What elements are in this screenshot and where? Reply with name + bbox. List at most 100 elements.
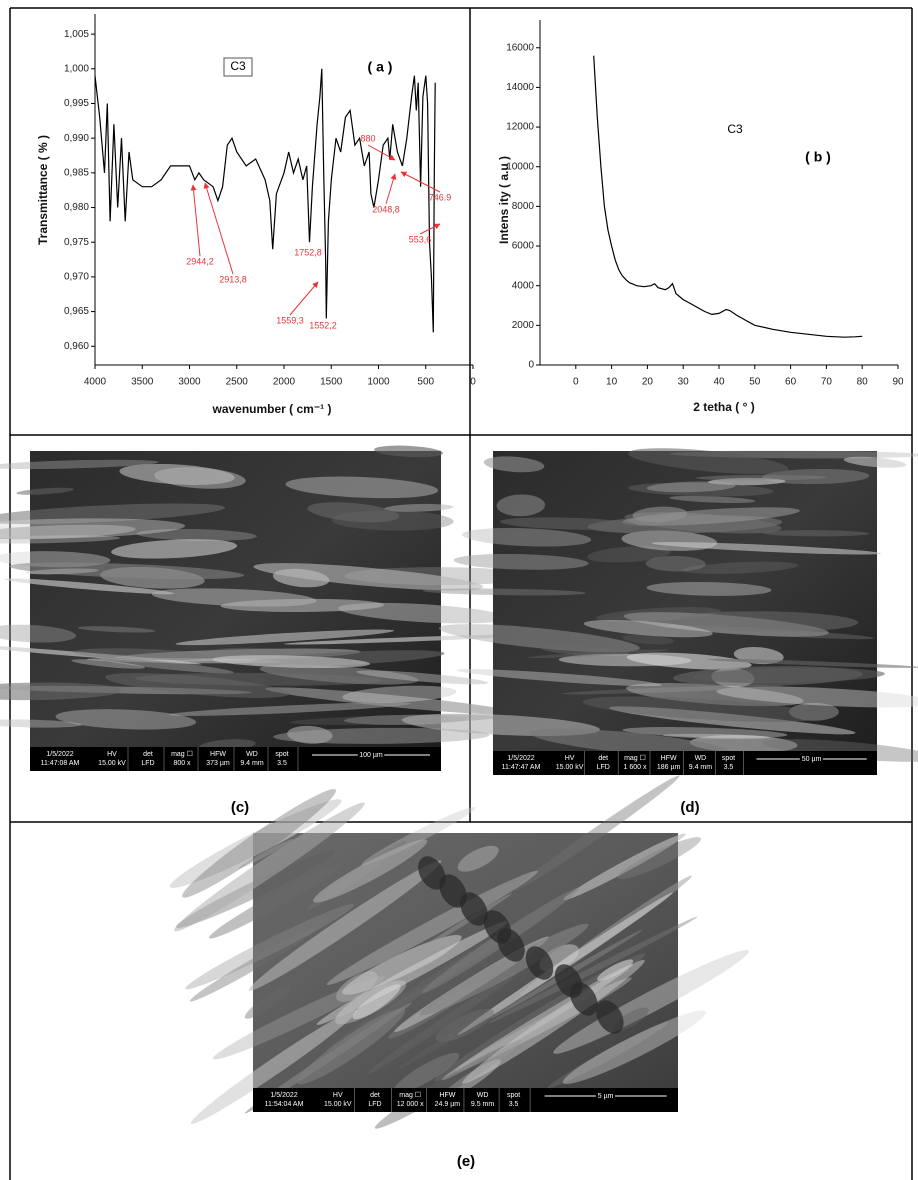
sem-texture: [645, 556, 706, 572]
sem-texture: [706, 658, 918, 668]
sem-texture: [696, 474, 827, 481]
info-time: 11:54:04 AM: [265, 1101, 304, 1108]
sem-texture: [646, 481, 736, 493]
y-tick-label: 10000: [506, 161, 534, 172]
y-tick-label: 0,970: [64, 272, 89, 283]
sem-texture: [622, 634, 675, 645]
sem-texture: [356, 670, 489, 685]
sem-texture: [169, 799, 342, 888]
y-tick-label: 16000: [506, 42, 534, 53]
x-tick-label: 1000: [367, 377, 390, 388]
x-tick-label: 70: [821, 377, 833, 388]
sem-texture: [313, 839, 428, 903]
info-value: 3.5: [509, 1101, 519, 1108]
x-axis-label: 2 tetha ( ° ): [693, 400, 754, 414]
info-value: 1 600 x: [624, 764, 647, 771]
chart-title: C3: [230, 59, 246, 73]
sem-image: 1/5/2022 11:54:04 AM HV 15.00 kV det LFD mag ☐…: [169, 775, 749, 1129]
x-tick-label: 1500: [320, 377, 343, 388]
sem-texture: [540, 645, 630, 657]
sem-texture: [0, 644, 202, 665]
sem-pore: [418, 856, 446, 890]
sem-texture: [716, 686, 918, 708]
sem-texture: [374, 445, 443, 458]
info-value: 373 µm: [206, 760, 230, 767]
annotation: 1552,2: [309, 320, 337, 330]
sem-texture: [185, 904, 354, 990]
sem-texture: [675, 611, 859, 632]
x-tick-label: 500: [417, 377, 434, 388]
sem-texture: [487, 916, 698, 1024]
sem-texture: [632, 506, 688, 523]
sem-texture: [406, 947, 450, 971]
sem-texture: [462, 959, 645, 1084]
y-axis-label: Intens ity ( a.u ): [497, 156, 511, 244]
sem-texture: [287, 725, 333, 744]
sem-texture: [597, 959, 634, 981]
annotation-arrow: [385, 173, 397, 205]
info-label: HFW: [439, 1092, 455, 1099]
x-tick-label: 3500: [131, 377, 154, 388]
sem-texture: [457, 892, 673, 1035]
info-label: spot: [507, 1092, 520, 1099]
sem-texture: [71, 659, 146, 669]
frame: [9, 7, 913, 1180]
annotation-arrow: [190, 184, 201, 257]
info-label: HV: [333, 1092, 343, 1099]
sem-texture: [77, 626, 156, 633]
info-bar: [493, 751, 877, 775]
info-value: 12 000 x: [397, 1101, 424, 1108]
info-date: 1/5/2022: [270, 1092, 297, 1099]
sem-image: 1/5/2022 11:47:47 AM HV 15.00 kV det LFD mag ☐…: [401, 448, 918, 775]
sem-texture: [582, 696, 824, 722]
y-tick-label: 6000: [512, 241, 535, 252]
info-bar: [253, 1088, 678, 1112]
annotation: 746.9: [429, 192, 452, 202]
sem-texture: [0, 524, 136, 540]
sem-texture: [762, 468, 870, 485]
y-tick-label: 0,980: [64, 202, 89, 213]
sem-texture: [182, 789, 336, 898]
info-value: 15.00 kV: [324, 1101, 352, 1108]
info-label: HV: [565, 755, 575, 762]
sem-texture: [514, 775, 680, 891]
y-tick-label: 0,965: [64, 306, 89, 317]
sem-texture: [0, 503, 226, 525]
data-line: [593, 55, 863, 338]
annotation: 1559,3: [276, 315, 304, 325]
y-tick-label: 12000: [506, 122, 534, 133]
x-tick-label: 30: [678, 377, 690, 388]
annotation-arrow: [289, 281, 319, 316]
scale-label: 100 µm: [359, 752, 383, 759]
x-tick-label: 50: [749, 377, 761, 388]
x-tick-label: 2500: [226, 377, 249, 388]
sem-texture: [55, 709, 197, 730]
info-value: 24.9 µm: [435, 1101, 461, 1108]
sem-texture: [762, 530, 870, 537]
info-value: 15.00 kV: [98, 760, 126, 767]
sem-texture: [682, 561, 799, 574]
sem-texture: [496, 494, 546, 517]
sem-image: 1/5/2022 11:47:08 AM HV 15.00 kV det LFD mag ☐…: [0, 445, 533, 771]
chart-subtitle: ( a ): [368, 59, 393, 75]
y-tick-label: 4000: [512, 280, 535, 291]
sem-texture: [0, 624, 77, 643]
sem-texture: [462, 527, 592, 547]
data-line: [94, 68, 436, 333]
info-value: 15.00 kV: [556, 764, 584, 771]
sem-texture: [563, 833, 686, 901]
sem-texture: [499, 517, 639, 530]
info-label: mag ☐: [171, 750, 193, 758]
sem-texture: [364, 932, 519, 1026]
sem-texture: [583, 619, 713, 638]
sem-texture: [527, 649, 670, 659]
y-tick-label: 14000: [506, 82, 534, 93]
sem-texture: [587, 546, 671, 563]
info-value: 9.4 mm: [240, 760, 264, 767]
y-tick-label: 1,000: [64, 63, 89, 74]
sem-texture: [111, 539, 238, 559]
annotation: 2944,2: [186, 256, 214, 266]
sem-texture: [151, 588, 317, 607]
y-tick-label: 8000: [512, 201, 535, 212]
